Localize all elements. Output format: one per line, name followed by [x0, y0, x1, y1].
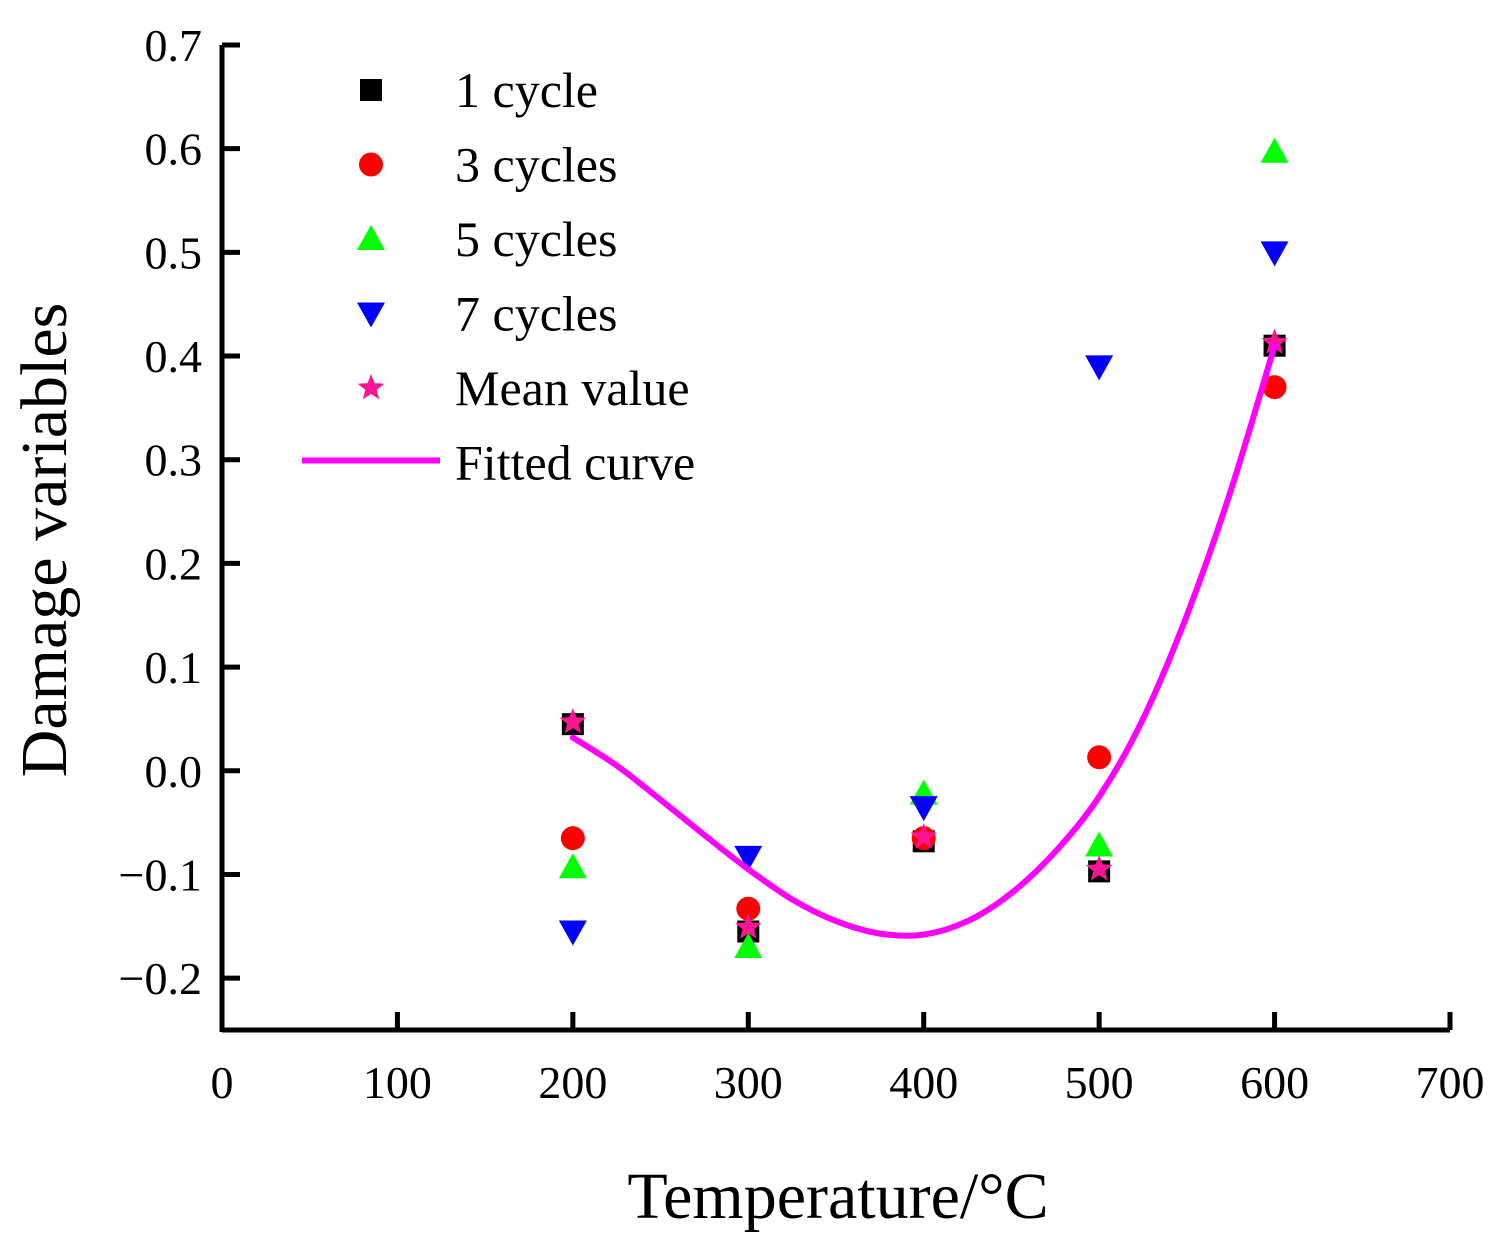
data-point — [734, 845, 763, 871]
y-tick-label: 0.1 — [145, 642, 203, 693]
legend-symbol — [357, 225, 385, 250]
data-point — [1085, 855, 1113, 881]
fitted-curve-line — [569, 342, 1278, 939]
data-point — [736, 896, 761, 921]
legend: 1 cycle 3 cycles 5 cycles 7 cycles Mean valu… — [302, 62, 695, 491]
data-point — [560, 826, 585, 851]
x-tick-label: 400 — [889, 1057, 958, 1108]
legend-entry: 7 cycles — [357, 286, 617, 342]
data-point — [909, 796, 938, 822]
data-point — [1087, 745, 1112, 770]
y-tick-label: 0.7 — [145, 20, 203, 71]
x-tick-label: 700 — [1416, 1057, 1485, 1108]
data-point — [910, 823, 937, 849]
data-point — [1261, 328, 1288, 354]
x-tick-label: 300 — [714, 1057, 783, 1108]
y-tick-label: 0.5 — [145, 227, 203, 278]
x-tick-label: 500 — [1065, 1057, 1134, 1108]
axes: 0 100 200 300 400 500 600 700 −0.2 −0.1 0.0 0.1 0.2 0… — [119, 20, 1485, 1108]
legend-symbol — [359, 152, 383, 177]
y-tick-label: −0.1 — [119, 849, 202, 900]
plot-area — [558, 137, 1289, 959]
legend-label: 5 cycles — [455, 211, 617, 267]
data-point — [1085, 831, 1114, 857]
x-tick-label: 600 — [1240, 1057, 1309, 1108]
series-mean-value — [559, 328, 1288, 939]
legend-symbol — [357, 374, 385, 400]
legend-symbol — [357, 302, 385, 328]
y-tick-label: 0.3 — [145, 435, 203, 486]
x-tick-label: 100 — [363, 1057, 432, 1108]
data-point — [1262, 375, 1287, 400]
legend-label: Fitted curve — [455, 435, 695, 491]
legend-label: 7 cycles — [455, 286, 617, 342]
y-tick-label: −0.2 — [119, 953, 202, 1004]
x-tick-label: 0 — [211, 1057, 234, 1108]
y-tick-label: 0.4 — [145, 331, 203, 382]
y-tick-label: 0.0 — [145, 746, 203, 797]
legend-entry: 5 cycles — [357, 211, 617, 267]
legend-entry: Fitted curve — [302, 435, 695, 491]
y-axis-label: Damage variables — [8, 303, 81, 778]
legend-entry: Mean value — [357, 360, 690, 416]
series-7-cycles — [558, 241, 1289, 946]
x-tick-label: 200 — [538, 1057, 607, 1108]
data-point — [558, 853, 587, 879]
data-point — [735, 913, 762, 939]
legend-label: 1 cycle — [455, 62, 598, 118]
x-axis-label: Temperature/°C — [627, 1160, 1048, 1233]
data-point — [559, 708, 587, 734]
data-point — [1085, 355, 1114, 381]
legend-label: 3 cycles — [455, 137, 617, 193]
legend-entry: 1 cycle — [360, 62, 598, 118]
y-tick-label: 0.2 — [145, 538, 203, 589]
legend-label: Mean value — [455, 360, 690, 416]
data-point — [1260, 137, 1289, 163]
data-point — [558, 920, 587, 946]
data-point — [734, 933, 763, 959]
legend-symbol — [360, 79, 382, 101]
data-point — [1260, 241, 1289, 267]
y-tick-label: 0.6 — [145, 124, 203, 175]
legend-entry: 3 cycles — [359, 137, 617, 193]
